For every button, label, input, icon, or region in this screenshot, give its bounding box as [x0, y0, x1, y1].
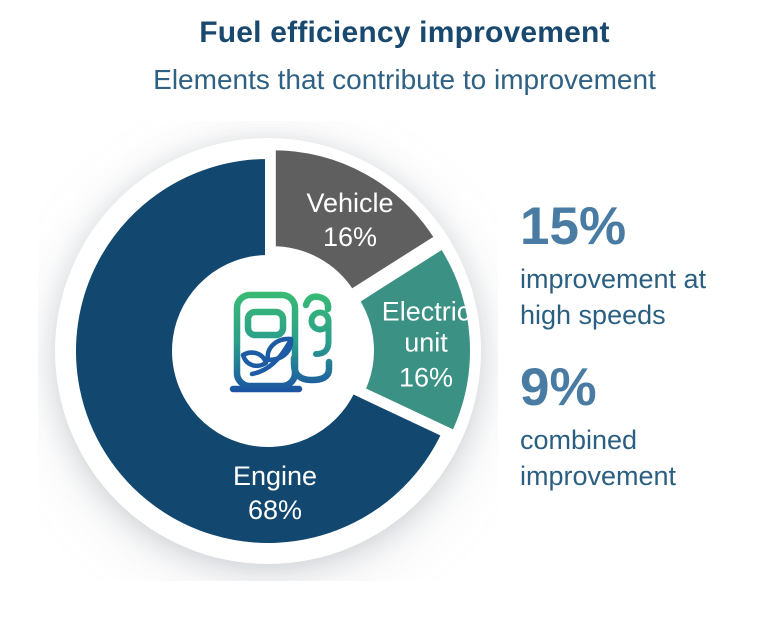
eco-fuel-pump-icon: [229, 291, 333, 393]
slice-percent: 16%: [322, 222, 378, 253]
pump-hook: [302, 293, 332, 313]
stat-number: 9%: [520, 357, 597, 417]
slice-name: Electric unit: [381, 296, 471, 358]
page-title: Fuel efficiency improvement: [199, 16, 610, 49]
slice-percent: 68%: [247, 495, 303, 526]
leaf-left: [240, 350, 269, 368]
slice-label-engine: Engine 68%: [233, 461, 317, 527]
stat-text: improvement at high speeds: [520, 264, 707, 330]
pump-body: [233, 291, 299, 390]
page-subtitle: Elements that contribute to improvement: [153, 64, 656, 95]
donut-slices: [70, 144, 476, 549]
stat-high-speeds: 15% improvement at high speeds: [520, 200, 760, 334]
donut-chart-svg: [55, 138, 481, 564]
slice-label-electric-unit: Electric unit 16%: [364, 297, 488, 394]
leaf-stem: [249, 340, 292, 377]
slice-name: Engine: [232, 461, 318, 492]
slice-percent: 16%: [398, 362, 454, 393]
stat-combined: 9% combined improvement: [520, 361, 760, 495]
donut-chart: Vehicle 16% Electric unit 16% Engine 68%: [38, 121, 498, 581]
slice-name: Vehicle: [306, 188, 394, 219]
stats-panel: 15% improvement at high speeds 9% combin…: [520, 200, 760, 495]
pump-hose: [290, 354, 333, 384]
slice-label-vehicle: Vehicle 16%: [306, 188, 393, 254]
pump-screen: [244, 308, 287, 339]
leaf-right: [265, 336, 294, 363]
pump-nozzle-tail: [313, 318, 332, 357]
donut-slice-engine: [70, 153, 448, 549]
stat-text: combined improvement: [520, 424, 677, 491]
donut-slice-vehicle: [269, 144, 441, 296]
chart-header: Fuel efficiency improvement Elements tha…: [0, 16, 781, 96]
stat-number: 15%: [520, 197, 627, 256]
donut-slice-electric-unit: [353, 242, 476, 437]
